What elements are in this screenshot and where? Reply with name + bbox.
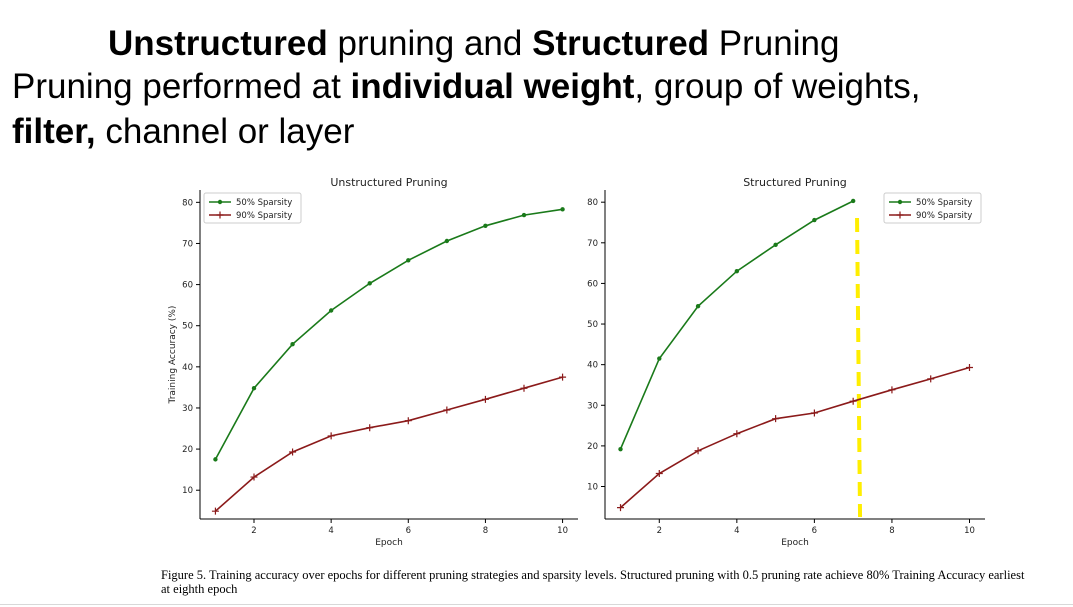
data-point xyxy=(251,386,257,391)
data-point xyxy=(695,303,701,309)
data-point xyxy=(211,507,219,515)
y-tick-label: 80 xyxy=(587,198,598,208)
y-tick-label: 10 xyxy=(587,483,598,493)
legend-label: 90% Sparsity xyxy=(236,211,292,221)
y-tick-label: 50 xyxy=(182,322,193,332)
data-point xyxy=(483,223,488,228)
data-point xyxy=(213,457,218,462)
x-tick-label: 10 xyxy=(964,526,975,536)
y-tick-label: 40 xyxy=(182,363,193,373)
x-tick-label: 4 xyxy=(328,526,333,536)
data-point xyxy=(965,363,973,371)
data-point xyxy=(655,470,663,478)
data-point xyxy=(733,430,741,438)
y-tick-label: 60 xyxy=(182,281,193,291)
y-tick-label: 10 xyxy=(182,486,193,496)
legend-marker xyxy=(217,199,223,205)
data-point xyxy=(888,386,896,394)
legend-marker xyxy=(216,211,224,219)
series-line-2 xyxy=(619,366,970,509)
chart-panel-1: Unstructured Pruning 2 4 6 8 10 10 20 30 40 50 60 70… xyxy=(168,176,578,548)
data-point xyxy=(366,424,374,432)
x-tick-label: 2 xyxy=(657,526,662,536)
y-tick-label: 70 xyxy=(587,239,598,249)
data-point xyxy=(773,242,778,248)
y-tick-label: 20 xyxy=(182,445,193,455)
data-point xyxy=(810,409,818,417)
data-point xyxy=(406,258,411,263)
data-point xyxy=(850,198,856,204)
data-point xyxy=(289,448,297,456)
data-point xyxy=(328,308,334,313)
legend-marker xyxy=(896,211,904,219)
y-tick-label: 30 xyxy=(182,404,193,414)
data-point xyxy=(657,356,662,361)
chart-title: Structured Pruning xyxy=(743,176,847,189)
slide-title-line-1: Unstructured pruning and Structured Prun… xyxy=(108,24,840,63)
data-point xyxy=(290,342,295,347)
legend-marker xyxy=(897,199,903,205)
data-point xyxy=(327,432,335,440)
x-tick-label: 8 xyxy=(889,526,894,536)
y-tick-label: 80 xyxy=(182,198,193,208)
y-tick-label: 30 xyxy=(587,401,598,411)
data-point xyxy=(559,373,567,381)
series-line-2 xyxy=(214,376,563,512)
slide-divider xyxy=(0,604,1073,605)
data-point xyxy=(618,446,623,452)
data-point xyxy=(617,504,625,512)
y-axis-label: Training Accuracy (%) xyxy=(168,306,178,405)
y-tick-label: 70 xyxy=(182,239,193,249)
legend-label: 90% Sparsity xyxy=(916,211,972,221)
data-point xyxy=(404,417,412,425)
x-tick-label: 10 xyxy=(557,526,568,536)
y-tick-label: 20 xyxy=(587,442,598,452)
y-tick-label: 60 xyxy=(587,279,598,289)
slide-title-line-2: Pruning performed at individual weight, … xyxy=(12,67,921,106)
y-tick-label: 40 xyxy=(587,361,598,371)
data-point xyxy=(694,447,702,455)
series-line-1 xyxy=(214,208,563,460)
x-axis-label: Epoch xyxy=(781,538,809,548)
data-point xyxy=(443,406,451,414)
data-point xyxy=(849,397,857,405)
data-point xyxy=(812,217,817,223)
data-point xyxy=(250,473,258,481)
highlight-dashed-line xyxy=(855,217,863,518)
y-tick-label: 50 xyxy=(587,320,598,330)
legend: 50% Sparsity 90% Sparsity xyxy=(203,192,302,224)
data-point xyxy=(521,212,527,218)
legend-label: 50% Sparsity xyxy=(916,198,972,208)
data-point xyxy=(734,269,740,274)
slide-title-line-3: filter, channel or layer xyxy=(12,112,355,151)
data-point xyxy=(927,375,935,383)
x-tick-label: 4 xyxy=(734,526,739,536)
chart-panel-2: Structured Pruning 2 4 6 8 10 10 20 30 40 50 60 70 80… xyxy=(587,176,985,548)
figure-caption: Figure 5. Training accuracy over epochs … xyxy=(161,568,1025,596)
data-point xyxy=(444,238,450,244)
x-tick-label: 6 xyxy=(406,526,411,536)
x-tick-label: 8 xyxy=(483,526,488,536)
data-point xyxy=(367,281,372,286)
data-point xyxy=(481,395,489,403)
legend: 50% Sparsity 90% Sparsity xyxy=(883,192,982,224)
x-axis-label: Epoch xyxy=(375,538,403,548)
x-tick-label: 2 xyxy=(251,526,256,536)
chart-title: Unstructured Pruning xyxy=(330,176,447,189)
data-point xyxy=(772,415,780,423)
legend-label: 50% Sparsity xyxy=(236,198,292,208)
x-tick-label: 6 xyxy=(812,526,817,536)
data-point xyxy=(560,207,565,212)
data-point xyxy=(520,384,528,392)
